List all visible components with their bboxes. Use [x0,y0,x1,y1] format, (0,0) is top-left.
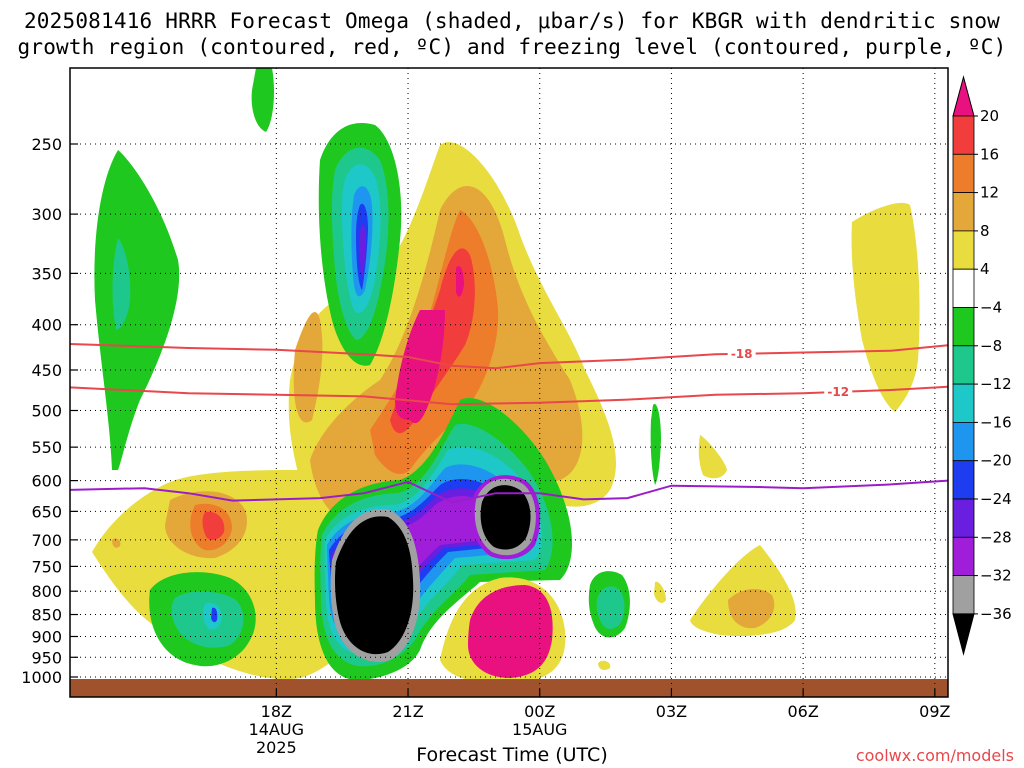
x-tick-label: 03Z [656,702,687,721]
y-tick-label: 850 [31,606,62,625]
y-tick-label: 250 [31,135,62,154]
colorbar-segment [952,192,975,232]
colorbar-label: 20 [980,107,999,125]
colorbar-label: −20 [980,452,1012,470]
omega-region-positive-8-lower-far-right [728,588,775,629]
contour-label-background [727,345,756,361]
colorbar-label: −24 [980,490,1012,508]
colorbar-segment [952,115,975,155]
colorbar-label: −16 [980,413,1012,431]
x-tick-label: 14AUG [249,720,304,739]
colorbar-segment [952,268,975,308]
y-tick-label: 900 [31,627,62,646]
omega-region-negative-8-thin-right [650,404,661,485]
colorbar-segment [952,421,975,462]
colorbar-bottom-arrow [952,613,975,656]
colorbar-label: 16 [980,145,999,163]
colorbar-top-arrow [952,75,975,117]
chart-title-line-1: 2025081416 HRRR Forecast Omega (shaded, … [23,9,1001,33]
colorbar-segment [952,575,975,615]
omega-region-positive-16-tiny-left [112,538,121,548]
x-tick-label: 21Z [392,702,423,721]
colorbar-label: −28 [980,528,1012,546]
contour-label-background [824,383,853,399]
omega-region-below-minus-36-right [480,485,531,550]
y-tick-label: 400 [31,316,62,335]
x-tick-label: 15AUG [512,720,567,739]
colorbar-label: 4 [980,260,990,278]
y-tick-label: 300 [31,205,62,224]
colorbar-segment [952,153,975,194]
ground-level-bar [70,679,948,697]
x-tick-label: 18Z [261,702,292,721]
x-tick-label: 2025 [256,738,297,757]
omega-region-positive-4-tiny-bottom [598,660,611,671]
y-tick-label: 650 [31,502,62,521]
y-tick-label: 1000 [21,668,62,687]
x-tick-label: 00Z [524,702,555,721]
colorbar-label: −32 [980,567,1012,585]
y-tick-label: 350 [31,264,62,283]
x-tick-label: 09Z [919,702,950,721]
y-tick-label: 700 [31,531,62,550]
colorbar-label: 12 [980,184,999,202]
y-tick-label: 600 [31,472,62,491]
omega-region-negative-12 [112,238,131,330]
x-axis-label: Forecast Time (UTC) [416,744,608,766]
x-tick-label: 06Z [787,702,818,721]
y-tick-label: 450 [31,361,62,380]
omega-region-negative-24-lower-left [211,607,218,623]
y-tick-label: 500 [31,402,62,421]
y-tick-label: 800 [31,582,62,601]
colorbar-label: −8 [980,337,1002,355]
colorbar-segment [952,307,975,347]
contour-line [70,342,948,370]
colorbar-segment [952,460,975,500]
colorbar-label: −36 [980,605,1012,623]
colorbar-segment [952,536,975,576]
colorbar: 20 16 12 8 4 −4 −8 −12 −16 −20 −24 −28 −32 −36 [952,75,1012,656]
credit-text[interactable]: coolwx.com/models [855,746,1014,765]
omega-region-positive-20-central [395,310,445,424]
colorbar-label: 8 [980,222,990,240]
contour-line [70,479,948,504]
omega-region-positive-20-top [456,265,464,297]
y-tick-label: 750 [31,557,62,576]
y-tick-label: 950 [31,648,62,667]
colorbar-segment [952,383,975,423]
contour-label: -12 [827,385,849,399]
colorbar-segment [952,230,975,270]
colorbar-label: −4 [980,299,1002,317]
omega-region-below-minus-36-left [335,516,414,655]
chart-title-line-2: growth region (contoured, red, ºC) and f… [17,35,1007,59]
temperature-contours: -18 -12 [70,342,948,504]
y-axis-ticks: 250 300 350 400 450 500 550 600 650 700 750 800 850 9… [21,135,78,687]
omega-region-positive-20-lower-right [468,585,553,678]
omega-region-negative-28-upper [359,224,366,278]
omega-region-positive-4-small-right [698,435,727,479]
colorbar-segment [952,345,975,385]
y-tick-label: 550 [31,438,62,457]
colorbar-segment [952,498,975,538]
omega-region-positive-4-upper-far-right [851,202,920,412]
omega-region-positive-4-tiny-right [654,581,666,603]
contour-label: -18 [731,347,753,361]
omega-region-negative-12-small-right [596,586,625,629]
plot-border [69,67,949,698]
omega-region-positive-16-lower-left [202,511,225,540]
omega-region-top-green [251,68,274,132]
colorbar-label: −12 [980,375,1012,393]
